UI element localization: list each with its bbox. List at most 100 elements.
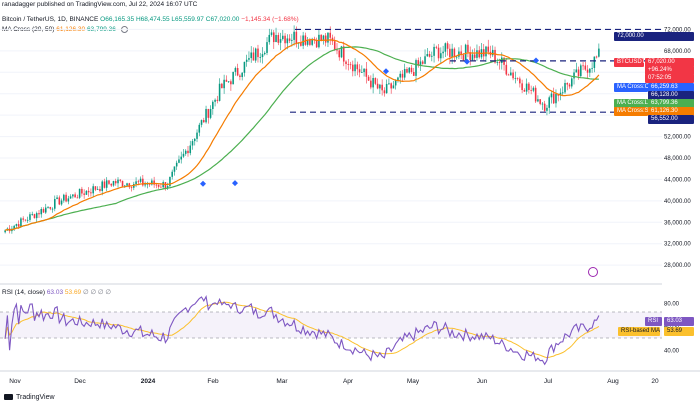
candle-body	[148, 183, 151, 185]
ma-long-line	[4, 46, 599, 231]
ma-short-line	[4, 38, 600, 231]
ma-cross-value-badge: 66,259.63	[648, 83, 694, 92]
candle-body	[584, 65, 587, 70]
candle-body	[191, 141, 194, 146]
candle-body	[342, 46, 345, 62]
candle-body	[570, 78, 573, 87]
candle-body	[383, 90, 386, 94]
ma-short-badge: MA Cross:Short MA	[614, 107, 670, 116]
candle-body	[510, 72, 512, 76]
price-tick-label: 72,000.00	[664, 27, 691, 33]
candle-body	[259, 57, 262, 58]
candle-body	[394, 80, 397, 86]
candle-body	[315, 40, 318, 48]
candle-body	[329, 32, 332, 38]
candle-body	[139, 178, 142, 182]
candle-body	[568, 84, 571, 87]
ma-cross-marker	[533, 57, 539, 64]
candle-body	[110, 183, 113, 186]
candle-body	[462, 55, 465, 60]
candle-body	[87, 190, 90, 193]
candle-body	[473, 54, 476, 58]
candle-body	[288, 38, 291, 41]
candle-body	[347, 64, 350, 65]
candle-body	[421, 61, 424, 64]
candle-body	[254, 48, 257, 61]
publish-info: ranadagger published on TradingView.com,…	[2, 1, 198, 8]
candle-body	[559, 92, 562, 96]
countdown-badge: 07:52:05	[645, 74, 694, 83]
rsi-ma-line	[4, 301, 600, 359]
candle-body	[379, 84, 381, 89]
candle-body	[589, 68, 591, 73]
candle-body	[591, 67, 593, 69]
candle-body	[22, 218, 24, 220]
candle-body	[444, 43, 447, 52]
price-badge: 67,020.00	[645, 58, 694, 67]
candle-body	[491, 49, 494, 56]
candle-body	[15, 224, 18, 226]
candle-body	[464, 44, 467, 60]
candle-body	[580, 65, 582, 77]
candle-body	[424, 56, 426, 64]
candle-body	[114, 181, 117, 184]
candle-body	[54, 199, 56, 209]
candle-body	[119, 179, 122, 181]
rsi-value-badge: 63.03	[664, 317, 694, 326]
candle-body	[108, 180, 110, 184]
candle-body	[469, 52, 471, 61]
rsi-band	[0, 312, 662, 338]
candle-body	[212, 101, 214, 110]
candle-body	[487, 46, 490, 52]
candle-body	[385, 83, 388, 94]
rsi-legend-row[interactable]: RSI (14, close) 63.03 53.69 ∅ ∅ ∅ ∅	[2, 288, 111, 296]
candle-body	[17, 224, 20, 227]
candle-body	[92, 186, 94, 194]
candle-body	[189, 145, 192, 154]
candle-body	[205, 108, 207, 123]
candle-body	[467, 44, 469, 53]
candle-body	[4, 230, 6, 233]
candle-body	[56, 197, 58, 200]
level-72-badge: 72,000.00	[614, 32, 694, 41]
candle-body	[250, 52, 252, 59]
change-badge: +96.24%	[645, 66, 694, 75]
candle-body	[349, 64, 352, 66]
candle-body	[42, 209, 45, 213]
candle-body	[598, 48, 600, 57]
candle-body	[128, 183, 131, 188]
candle-body	[498, 62, 501, 63]
footer-brand[interactable]: TradingView	[4, 394, 55, 401]
candles	[4, 25, 600, 234]
time-tick-label: Jun	[477, 378, 488, 385]
candle-body	[403, 68, 406, 78]
candle-body	[426, 53, 429, 57]
candle-body	[101, 181, 103, 191]
candle-body	[270, 32, 273, 35]
candle-body	[575, 69, 578, 73]
candle-body	[261, 54, 264, 58]
candle-body	[69, 196, 72, 199]
candle-body	[300, 42, 302, 46]
candle-body	[266, 42, 268, 53]
candle-body	[214, 99, 216, 102]
rsi-indicator-label: RSI (14, close)	[2, 289, 45, 296]
candle-body	[566, 82, 569, 85]
candle-body	[196, 132, 198, 139]
candle-body	[494, 49, 496, 63]
candle-body	[412, 71, 415, 76]
candle-body	[537, 99, 539, 102]
candle-body	[44, 207, 47, 213]
candle-body	[593, 56, 596, 68]
candle-body	[157, 184, 160, 187]
candle-body	[112, 181, 115, 186]
candle-body	[218, 83, 221, 101]
candle-body	[99, 188, 101, 191]
candle-body	[81, 188, 83, 194]
candle-body	[530, 89, 532, 91]
candle-body	[415, 60, 417, 76]
ohlc-close: C67,020.00	[205, 16, 240, 23]
candle-body	[532, 87, 535, 91]
candle-body	[573, 72, 575, 79]
